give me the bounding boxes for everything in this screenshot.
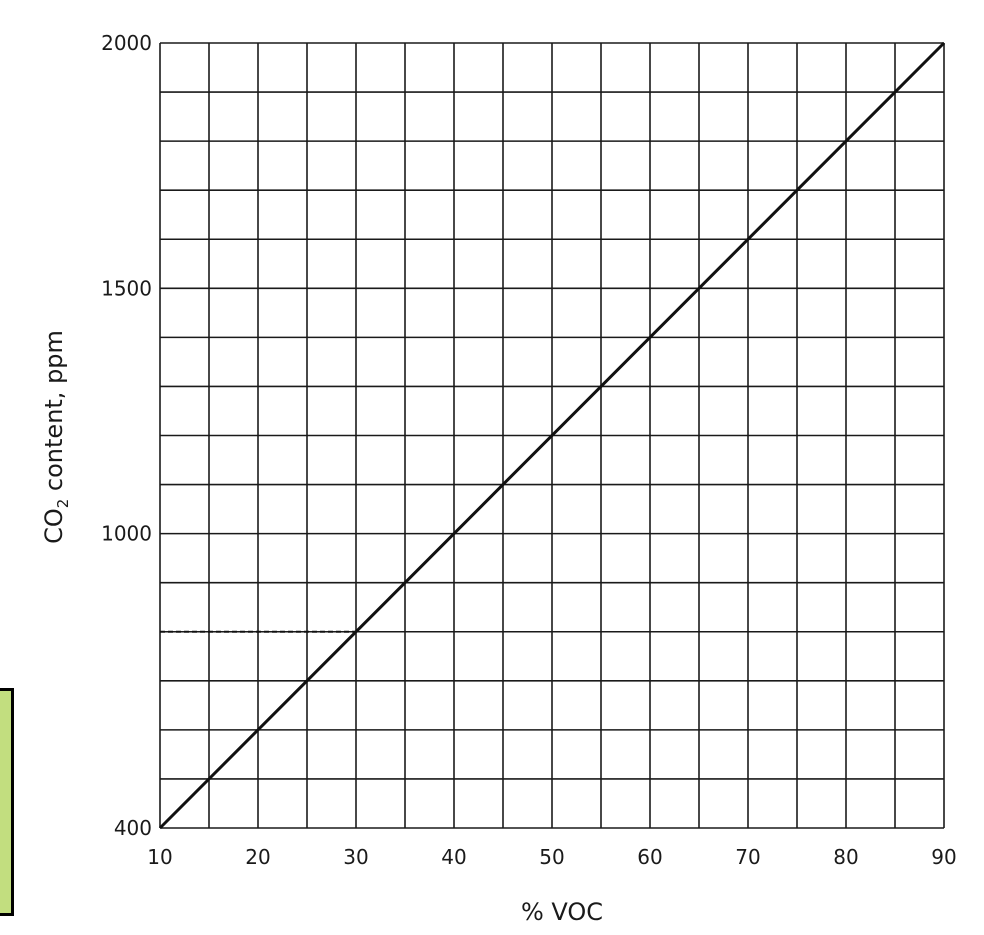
y-axis-label-post: content, ppm — [40, 330, 68, 499]
y-tick-label: 1500 — [101, 276, 152, 300]
grid — [159, 42, 945, 829]
y-axis-label-sub: 2 — [54, 499, 72, 509]
x-tick-label: 40 — [441, 845, 466, 869]
series-line — [158, 41, 946, 830]
y-tick-label: 1000 — [101, 522, 152, 546]
y-axis-label-pre: CO — [40, 508, 68, 544]
x-tick-label: 10 — [147, 845, 172, 869]
plot-area — [158, 41, 946, 830]
x-axis-label: % VOC — [521, 898, 603, 926]
y-axis-ticks: 400 1000 1500 2000 — [101, 31, 152, 840]
y-tick-label: 400 — [114, 816, 152, 840]
x-tick-label: 30 — [343, 845, 368, 869]
y-axis-label: CO2 content, ppm — [40, 330, 72, 544]
x-tick-label: 60 — [637, 845, 662, 869]
x-tick-label: 50 — [539, 845, 564, 869]
x-tick-label: 20 — [245, 845, 270, 869]
x-tick-label: 90 — [931, 845, 956, 869]
y-tick-label: 2000 — [101, 31, 152, 55]
x-tick-label: 80 — [833, 845, 858, 869]
annotation-box — [0, 688, 14, 916]
x-tick-label: 70 — [735, 845, 760, 869]
x-axis-ticks: 10 20 30 40 50 60 70 80 90 — [147, 845, 956, 869]
